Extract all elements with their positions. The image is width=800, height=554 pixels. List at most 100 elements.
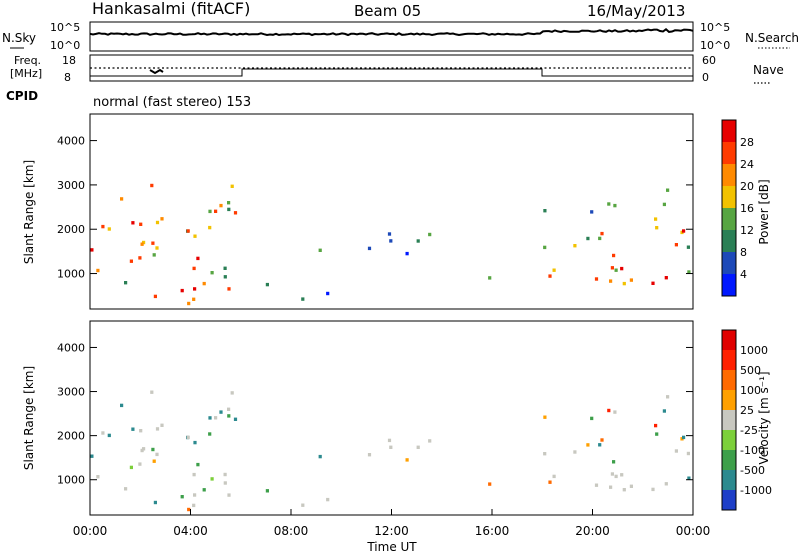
velocity-cell — [107, 433, 111, 438]
velocity-cell — [607, 408, 611, 413]
velocity-frame — [89, 320, 694, 516]
freq-tick-top: 18 — [62, 54, 76, 67]
colorbar-segment — [722, 274, 736, 297]
power-cell — [598, 236, 602, 241]
velocity-cell — [548, 480, 552, 484]
colorbar-tick-label: 1000 — [740, 344, 768, 357]
colorbar-segment — [722, 350, 736, 371]
power-cell — [192, 297, 196, 301]
power-cell — [150, 183, 154, 188]
cpid-label: CPID — [6, 89, 38, 103]
velocity-cell — [543, 415, 547, 419]
nsearch-tick-top: 10^5 — [700, 21, 730, 34]
velocity-cell — [387, 438, 392, 443]
velocity-cell — [622, 488, 626, 492]
colorbar-segment — [722, 230, 736, 253]
power-cell — [223, 275, 227, 279]
power-cell — [318, 248, 322, 252]
power-cell — [428, 232, 432, 237]
power-cell — [219, 203, 223, 208]
colorbar-tick-label: 8 — [740, 246, 747, 259]
velocity-cell — [196, 462, 200, 467]
y-tick-label: 1000 — [57, 474, 85, 487]
velocity-cell — [389, 445, 393, 449]
velocity-cells — [90, 390, 691, 512]
power-cell — [208, 209, 212, 214]
colorbar-frame — [721, 119, 737, 297]
colorbar-tick-label: 24 — [740, 158, 754, 171]
power-cell — [210, 271, 214, 275]
velocity-cell — [610, 472, 614, 476]
power-axis: 1000 2000 3000 4000 — [57, 135, 693, 281]
velocity-cell — [120, 403, 124, 408]
velocity-colorbar: 1000 500 100 25 -25 -100 -500 -1000 — [721, 329, 772, 511]
velocity-cell — [101, 431, 105, 435]
power-cell — [664, 276, 668, 280]
velocity-cell — [687, 476, 691, 480]
velocity-ylabel: Slant Range [km] — [22, 366, 36, 470]
nave-trace — [90, 68, 693, 77]
velocity-cell — [192, 472, 196, 477]
power-cell — [155, 220, 160, 225]
power-cell — [139, 222, 143, 226]
velocity-cell — [543, 452, 547, 456]
power-cell — [214, 209, 218, 213]
colorbar-segment — [722, 490, 736, 511]
power-cell — [687, 270, 691, 274]
power-cell — [387, 232, 392, 236]
power-cell — [326, 291, 330, 296]
power-cell — [96, 268, 100, 273]
nsky-trace — [89, 28, 694, 37]
power-cell — [227, 201, 231, 205]
colorbar-segment — [722, 390, 736, 411]
velocity-cell — [682, 435, 686, 440]
velocity-cell — [662, 409, 666, 413]
velocity-cell — [180, 495, 184, 499]
velocity-cell — [152, 459, 156, 463]
velocity-cell — [655, 432, 659, 436]
power-cell — [223, 266, 227, 270]
velocity-cell — [192, 503, 196, 508]
power-cell — [651, 281, 655, 285]
velocity-cell — [265, 489, 269, 493]
velocity-cell — [598, 443, 602, 447]
velocity-cell — [227, 493, 231, 497]
velocity-cell — [187, 507, 191, 512]
velocity-cell — [90, 454, 94, 458]
colorbar-tick-label: 28 — [740, 136, 754, 149]
freq-glitch — [149, 68, 164, 75]
velocity-cell — [153, 500, 157, 505]
freq-strip: Freq. [MHz] 18 8 60 0 Nave CPID normal (… — [6, 54, 784, 110]
power-cell — [131, 221, 135, 225]
velocity-cell — [674, 449, 678, 453]
nsearch-tick-bottom: 10^0 — [700, 39, 730, 52]
power-cell — [202, 281, 206, 286]
nsky-tick-bottom: 10^0 — [50, 39, 80, 52]
power-cell — [90, 248, 94, 252]
power-cell — [265, 282, 269, 287]
power-cell — [590, 210, 594, 214]
velocity-cell — [609, 485, 613, 489]
power-cell — [124, 281, 128, 285]
velocity-cell — [428, 439, 432, 443]
nsky-tick-top: 10^5 — [50, 21, 80, 34]
power-cell — [543, 245, 547, 250]
power-colorbar: 4 8 12 16 20 24 28 — [721, 119, 754, 297]
power-frame — [89, 113, 694, 310]
colorbar-segment — [722, 450, 736, 471]
power-cell — [548, 274, 552, 278]
colorbar-tick-label: 500 — [740, 364, 761, 377]
colorbar-tick-label: -1000 — [740, 484, 772, 497]
power-cell — [227, 207, 231, 212]
nave-tick-bottom: 0 — [702, 71, 709, 84]
velocity-cell — [155, 452, 159, 457]
power-cell — [155, 246, 159, 250]
velocity-cell — [227, 407, 231, 411]
velocity-cell — [326, 497, 330, 502]
velocity-cell — [573, 450, 577, 454]
power-cell — [186, 229, 190, 233]
power-cell — [655, 226, 659, 230]
velocity-panel: 1000 2000 3000 4000 Slant Range [km] 1000 50… — [22, 320, 772, 554]
colorbar-tick-label: 12 — [740, 224, 754, 237]
velocity-cell — [612, 460, 616, 464]
